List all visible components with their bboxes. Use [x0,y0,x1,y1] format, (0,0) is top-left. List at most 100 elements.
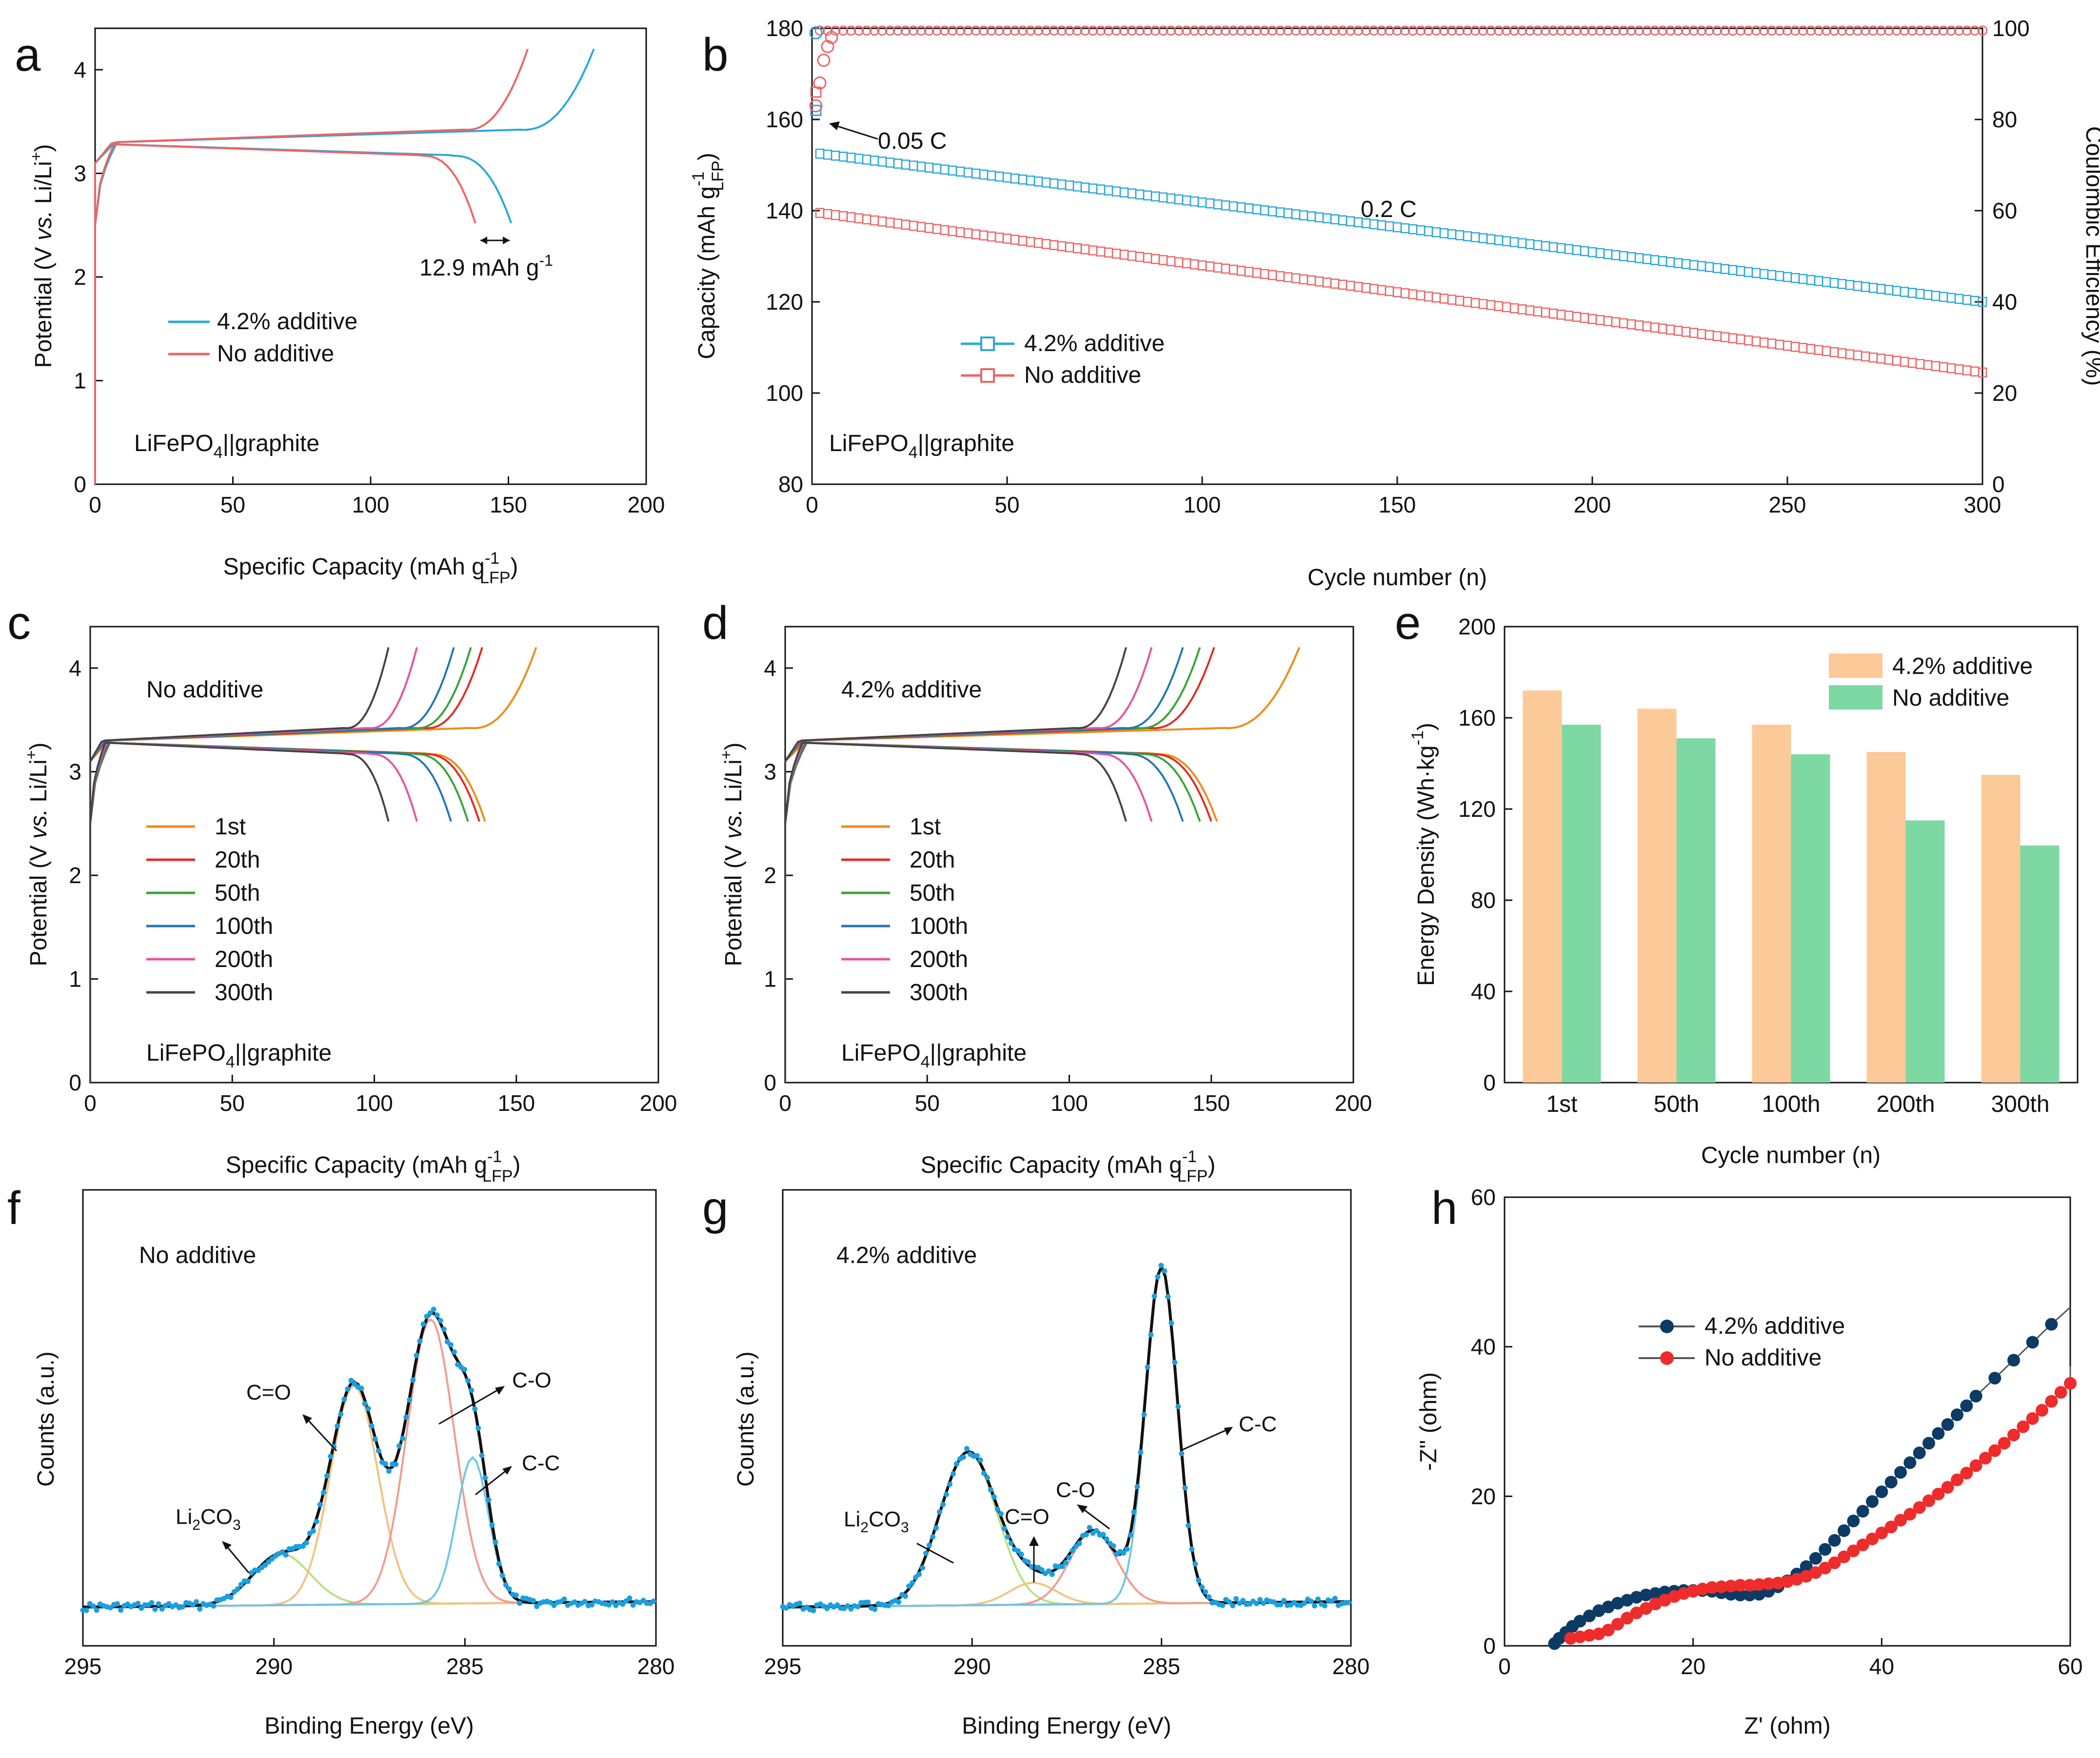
g-raw-point [1169,1320,1174,1326]
h-point-additive [1640,1588,1652,1601]
b-point-additive [1868,283,1878,293]
b-ytick-label: 100 [766,380,803,406]
h-point-no-additive [1753,1578,1765,1591]
b-point-no-additive [1502,302,1511,313]
b-point-no-additive [1712,331,1722,341]
b-point-additive [1400,223,1410,234]
b-point-no-additive [916,221,926,232]
peak-arrowhead-f-li2co3 [222,1541,232,1550]
f-raw-point [369,1423,375,1429]
h-point-additive [2007,1354,2020,1367]
b-point-no-additive [1587,314,1597,324]
b-ce-no-additive [877,25,888,36]
b-point-no-additive [1088,245,1098,256]
b-xtick-label: 150 [1379,492,1416,517]
b-point-no-additive [1385,286,1394,296]
b-point-no-additive [1822,346,1831,356]
h-xtick-label: 20 [1681,1654,1705,1679]
a-ytick-label: 1 [74,368,86,394]
f-raw-point [503,1582,509,1588]
g-raw-point [910,1580,915,1586]
b-point-no-additive [1704,330,1714,340]
b-ce-no-additive [1142,25,1153,36]
h-point-no-additive [1828,1556,1841,1569]
b-point-additive [1642,254,1652,264]
b-point-no-additive [1954,364,1964,375]
f-raw-point [469,1387,475,1393]
b-ce-no-additive [1384,25,1395,36]
b-ce-no-additive [1064,25,1075,36]
panel-label-b: b [702,29,728,81]
b-ce-no-additive [1275,25,1286,36]
b-point-additive [1244,203,1254,214]
panel-g: g 295 290 285 280 Binding Energy (eV) Count… [702,1182,1369,1739]
g-raw-point [944,1491,950,1497]
annotation-b-arrow [831,123,878,140]
panel-label-c: c [7,597,31,649]
b-point-no-additive [1244,267,1254,277]
b-point-no-additive [1150,254,1160,264]
f-raw-point [197,1606,203,1612]
f-raw-point [245,1579,251,1584]
a-xtick-label: 100 [352,492,390,517]
b-xtick-label: 0 [806,492,818,517]
f-raw-point [358,1385,364,1391]
g-raw-point [977,1457,983,1463]
b-ce-no-additive [1673,25,1684,36]
b-point-no-additive [1041,239,1051,249]
panel-d-note: LiFePO4||graphite [841,1040,1027,1071]
annotation-b-low-rate: 0.05 C [878,128,947,154]
a-xtick-label: 50 [220,492,245,517]
b-ce-no-additive [1790,25,1801,36]
b-ce-no-additive [1712,25,1723,36]
h-point-additive [1838,1524,1850,1537]
b-ce-no-additive [1876,25,1886,36]
g-raw-point [906,1583,912,1589]
b-point-additive [1463,231,1472,241]
b-ce-no-additive [1774,25,1785,36]
b-point-additive [1978,296,1987,307]
b-ce-no-additive [1486,25,1496,36]
g-raw-point [1093,1528,1099,1534]
f-raw-point [317,1501,323,1507]
bar-e-no-additive-100th [1791,754,1830,1083]
h-point-additive [1743,1588,1756,1601]
b-ce-no-additive [1205,25,1215,36]
f-raw-point [238,1581,244,1587]
h-point-additive [1856,1505,1869,1518]
f-raw-point [437,1318,443,1323]
g-raw-point [1186,1522,1191,1528]
h-point-no-additive [1573,1630,1586,1643]
b-ce-no-additive-early [809,99,823,113]
g-envelope [783,1263,1347,1609]
panel-g-ticks: 295 290 285 280 [764,1638,1369,1679]
b-point-additive [1634,253,1644,263]
panel-b-ticks: 0 50 100 150 200 250 300 80 100 120 140 160 180 0 20 40… [766,16,2030,517]
b-point-additive [1946,293,1956,303]
h-point-no-additive [2007,1428,2020,1442]
legend-c-label-1st: 1st [215,814,246,840]
f-raw-point [331,1443,337,1449]
panel-c-title: No additive [146,677,263,703]
g-raw-point [1199,1584,1205,1590]
b-ce-no-additive-early [813,76,827,90]
b-point-additive [1665,257,1675,267]
b-point-additive [1127,188,1137,198]
b-ce-no-additive [1501,25,1512,36]
legend-b-additive-square [980,336,995,351]
b-point-no-additive [1377,285,1387,296]
b-ce-no-additive [1454,25,1465,36]
annotation-b-arrowhead [829,121,840,130]
h-point-no-additive [1932,1487,1945,1501]
b-ce-no-additive [1025,25,1036,36]
f-raw-point [465,1378,471,1383]
g-raw-point [811,1608,816,1614]
b-ce-no-additive [1603,25,1613,36]
h-point-no-additive [1809,1566,1822,1579]
panel-c-ylabel: Potential (V vs. Li/Li+) [22,743,52,967]
b-point-no-additive [1907,357,1917,368]
b-ce-no-additive [1798,25,1808,36]
b-ce-no-additive [1938,25,1949,36]
b-point-additive [1697,261,1706,271]
f-xtick-label: 295 [64,1654,102,1679]
